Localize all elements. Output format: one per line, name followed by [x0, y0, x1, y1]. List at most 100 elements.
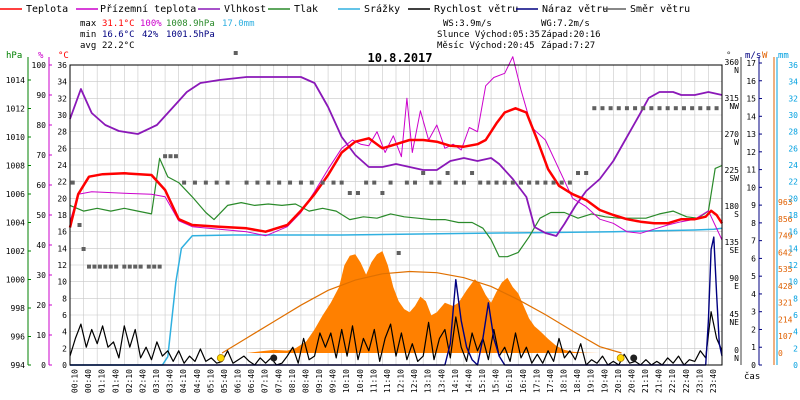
- stats-min-temp: 16.6°C: [102, 30, 135, 40]
- tick-time-34: 17:10: [532, 369, 541, 393]
- tick-wind-17: 17: [746, 59, 756, 68]
- stats-moon: Měsíc Východ:20:45: [437, 41, 535, 51]
- tick-pressure-8: 1010: [6, 133, 25, 142]
- tick-rain-0: 0: [793, 361, 798, 370]
- series-wind-speed-line: [69, 311, 723, 366]
- tick-time-5: 02:40: [138, 369, 147, 393]
- tick-wind-7: 7: [751, 237, 756, 246]
- tick-time-9: 04:40: [193, 369, 202, 393]
- stats-min-press: 1001.5hPa: [166, 30, 215, 40]
- tick-humidity-2: 20: [36, 301, 46, 310]
- tick-time-33: 16:40: [519, 369, 528, 393]
- legend-label-ground: Přízemní teplota: [100, 3, 196, 15]
- tick-humidity-10: 100: [32, 61, 47, 70]
- tick-direction-4: 180: [725, 202, 740, 211]
- wind-direction-point-47: [445, 171, 450, 175]
- wind-direction-point-48: [453, 180, 458, 185]
- tick-time-25: 12:40: [410, 369, 419, 393]
- legend-item-ground: Přízemní teplota: [76, 3, 196, 15]
- tick-direction-2: 90: [729, 274, 739, 283]
- tick-time-7: 03:40: [166, 369, 175, 393]
- tick-wind-12: 12: [746, 148, 756, 157]
- wind-direction-point-76: [681, 106, 686, 111]
- wind-direction-point-5: [97, 264, 102, 269]
- axes: 9949969981000100210041006100810101012101…: [6, 57, 798, 393]
- wind-direction-point-54: [502, 180, 507, 185]
- legend-item-temp: Teplota: [0, 4, 68, 15]
- tick-time-30: 15:10: [478, 369, 487, 393]
- tick-time-36: 18:10: [560, 369, 569, 393]
- tick-humidity-5: 50: [36, 211, 46, 220]
- wind-direction-point-61: [559, 180, 564, 185]
- tick-humidity-4: 40: [36, 241, 46, 250]
- unit-w: W: [762, 51, 768, 61]
- tick-time-2: 01:10: [98, 369, 107, 393]
- wind-direction-point-49: [461, 180, 466, 185]
- wind-direction-point-42: [404, 180, 409, 185]
- tick-temperature-15: 30: [57, 111, 67, 120]
- wind-direction-point-31: [309, 180, 314, 185]
- tick-temperature-5: 10: [57, 278, 67, 287]
- tick-direction-0: 0: [734, 346, 739, 355]
- tick-time-46: 23:10: [695, 369, 704, 393]
- tick-temperature-14: 28: [57, 128, 67, 137]
- tick-time-18: 09:10: [315, 369, 324, 393]
- wind-direction-point-80: [714, 106, 719, 111]
- wind-direction-point-35: [347, 191, 352, 195]
- tick-direction-3: 135: [725, 238, 740, 247]
- wind-direction-point-72: [649, 106, 654, 111]
- tick-cardinal-0: N: [734, 354, 739, 363]
- tick-pressure-2: 998: [11, 304, 26, 313]
- tick-time-47: 23:40: [709, 369, 718, 393]
- tick-time-21: 10:40: [356, 369, 365, 393]
- wind-direction-point-20: [192, 180, 197, 185]
- tick-rain-16: 32: [788, 94, 798, 103]
- wind-direction-point-11: [133, 264, 138, 269]
- unit-ms: m/s: [745, 51, 761, 61]
- wind-direction-point-77: [690, 106, 695, 111]
- tick-time-16: 08:10: [288, 369, 297, 393]
- tick-time-27: 13:40: [437, 369, 446, 393]
- legend-item-rain: Srážky: [338, 3, 400, 15]
- wind-direction-point-12: [138, 264, 143, 269]
- stats-max-press: 1008.9hPa: [166, 19, 215, 29]
- wind-direction-point-46: [437, 180, 442, 185]
- wind-direction-point-45: [429, 180, 434, 185]
- tick-time-20: 10:10: [342, 369, 351, 393]
- tick-humidity-9: 90: [36, 91, 46, 100]
- tick-wind-8: 8: [751, 219, 756, 228]
- wind-direction-point-55: [510, 180, 515, 185]
- tick-time-26: 13:10: [424, 369, 433, 393]
- tick-solar-7: 749: [778, 232, 793, 241]
- tick-temperature-8: 16: [57, 228, 67, 237]
- tick-pressure-0: 994: [11, 361, 26, 370]
- tick-time-19: 09:40: [329, 369, 338, 393]
- wind-direction-point-78: [698, 106, 703, 111]
- tick-rain-7: 14: [788, 244, 798, 253]
- tick-rain-9: 18: [788, 211, 798, 220]
- wind-direction-point-65: [592, 106, 597, 111]
- tick-temperature-10: 20: [57, 194, 67, 203]
- wind-direction-point-14: [152, 264, 157, 269]
- legend: Teplota Přízemní teplota Vlhkost Tlak Sr…: [0, 3, 690, 15]
- tick-temperature-7: 14: [57, 244, 67, 253]
- tick-temperature-3: 6: [62, 311, 67, 320]
- legend-label-gust: Náraz větru: [542, 3, 608, 15]
- stats-max-temp: 31.1°C: [102, 19, 135, 29]
- wind-direction-point-70: [633, 106, 638, 111]
- wind-direction-point-69: [624, 106, 629, 111]
- tick-temperature-13: 26: [57, 144, 67, 153]
- wind-direction-point-4: [92, 264, 97, 269]
- tick-time-32: 16:10: [505, 369, 514, 393]
- stats-ws: WS:3.9m/s: [443, 19, 492, 29]
- tick-wind-15: 15: [746, 95, 756, 104]
- tick-rain-15: 30: [788, 111, 798, 120]
- tick-solar-8: 856: [778, 215, 793, 224]
- wind-direction-point-3: [87, 264, 92, 269]
- stats-sun-set: Západ:20:16: [541, 30, 601, 40]
- tick-time-6: 03:10: [152, 369, 161, 393]
- tick-cardinal-7: NW: [729, 102, 739, 111]
- wind-direction-point-79: [706, 106, 711, 111]
- tick-time-43: 21:40: [655, 369, 664, 393]
